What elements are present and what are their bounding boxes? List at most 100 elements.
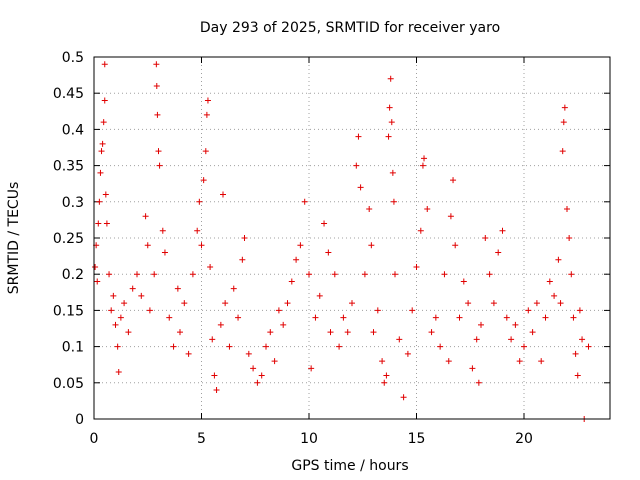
data-point [551,292,558,299]
data-point [97,169,104,176]
data-point [121,300,128,307]
data-point [404,350,411,357]
data-point [437,343,444,350]
x-tick-label: 20 [515,431,533,447]
grid-lines [94,57,610,419]
data-point [529,329,536,336]
data-point [155,148,162,155]
data-point [306,271,312,278]
data-point [478,321,484,328]
data-point [428,329,435,336]
data-point [579,336,586,343]
data-point [92,263,99,270]
data-point [115,368,122,375]
data-point [103,220,110,227]
data-point [413,263,420,270]
data-point [336,343,343,350]
x-tick-label: 0 [90,431,99,447]
data-point [525,307,532,314]
y-tick-label: 0.3 [62,195,84,211]
data-point [114,343,121,350]
data-point [245,350,252,357]
data-point [144,242,151,249]
data-point [174,285,181,292]
data-point [374,307,381,314]
x-tick-label: 5 [197,431,206,447]
data-point [200,177,207,184]
data-point [308,365,315,372]
data-point [101,61,108,68]
y-tick-label: 0 [75,412,84,428]
data-point [452,242,459,249]
data-point [170,343,177,350]
data-point [490,300,497,307]
data-point [101,97,108,104]
data-point [100,119,107,126]
data-point [557,300,564,307]
data-point [98,148,105,155]
data-point [441,271,448,278]
data-point [316,292,323,299]
data-point [181,300,188,307]
data-point [102,191,109,198]
data-point [198,242,205,249]
data-point [473,336,480,343]
data-point [222,300,229,307]
data-point [447,213,454,220]
data-point [392,271,398,278]
data-point [576,307,583,314]
data-point [421,155,428,162]
data-point [138,292,145,299]
plot-frame [93,56,611,420]
data-point [153,61,160,68]
data-point [194,227,201,234]
chart-title: Day 293 of 2025, SRMTID for receiver yar… [200,20,500,36]
data-point [142,213,149,220]
data-point [568,271,575,278]
data-point [353,162,360,169]
data-point [156,162,163,169]
data-point [409,307,416,314]
data-point [280,321,287,328]
y-tick-label: 0.4 [62,122,84,138]
data-point [146,307,153,314]
data-point [424,206,431,213]
data-point [555,256,562,263]
data-point [538,358,545,365]
x-tick-label: 10 [300,431,318,447]
data-point [357,184,364,191]
data-point [110,292,117,299]
y-tick-label: 0.15 [53,303,84,319]
data-point [370,329,377,336]
data-point [559,148,566,155]
data-point [271,358,278,365]
data-point [217,321,224,328]
data-point [117,314,124,321]
data-point [207,263,214,270]
data-point [108,307,115,314]
data-point [564,206,570,213]
data-point [344,329,351,336]
data-point [417,227,424,234]
data-point [560,119,567,126]
y-tick-label: 0.45 [53,86,84,102]
data-point [388,119,395,126]
data-point [211,372,218,379]
data-point [521,343,527,350]
data-point [327,329,334,336]
data-point [312,314,319,321]
x-axis-label: GPS time / hours [291,458,408,474]
data-point [196,198,203,205]
data-point [469,365,476,372]
data-point [400,394,407,401]
data-point [203,111,210,118]
y-tick-label: 0.05 [53,376,84,392]
data-point [321,220,328,227]
data-point [456,314,463,321]
data-point [151,271,158,278]
data-point [331,271,338,278]
data-point [512,321,519,328]
data-point [542,314,549,321]
data-point [574,372,581,379]
data-point [297,242,304,249]
